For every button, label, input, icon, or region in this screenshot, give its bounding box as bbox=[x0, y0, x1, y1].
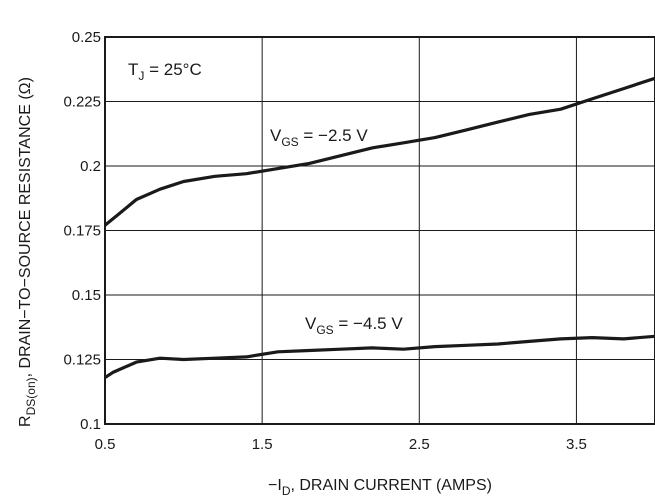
y-tick-label: 0.225 bbox=[63, 94, 101, 111]
tick-labels: 0.5 1.5 2.5 3.5 0.1 0.125 0.15 0.175 0.2 0.225 0.2… bbox=[63, 29, 586, 453]
y-tick-label: 0.2 bbox=[80, 158, 101, 175]
x-tick-label: 1.5 bbox=[252, 436, 273, 453]
series-line-vgs-4-5 bbox=[104, 334, 655, 379]
y-tick-label: 0.125 bbox=[63, 352, 101, 369]
x-axis-title: −ID, DRAIN CURRENT (AMPS) bbox=[268, 477, 492, 498]
series-label-vgs-2-5: VGS = −2.5 V bbox=[270, 126, 368, 149]
y-tick-label: 0.25 bbox=[72, 29, 101, 46]
series-layer bbox=[103, 76, 655, 379]
y-tick-label: 0.1 bbox=[80, 416, 101, 433]
series-line-vgs-2-5 bbox=[103, 76, 655, 227]
grid-lines bbox=[105, 37, 655, 424]
temperature-annotation: TJ = 25°C bbox=[128, 60, 202, 83]
x-tick-label: 0.5 bbox=[95, 436, 116, 453]
y-axis-title: RDS(on), DRAIN−TO−SOURCE RESISTANCE (Ω) bbox=[17, 77, 38, 427]
x-tick-label: 2.5 bbox=[409, 436, 430, 453]
x-tick-label: 3.5 bbox=[566, 436, 587, 453]
plot-frame bbox=[104, 36, 655, 425]
y-tick-label: 0.175 bbox=[63, 223, 101, 240]
series-label-vgs-4-5: VGS = −4.5 V bbox=[305, 314, 403, 337]
y-tick-label: 0.15 bbox=[72, 287, 101, 304]
